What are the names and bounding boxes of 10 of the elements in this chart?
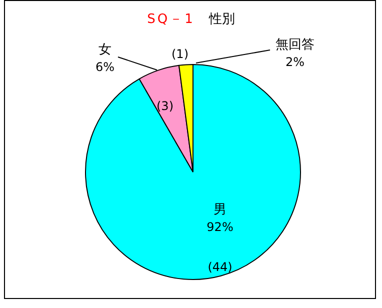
- data-label: (44): [208, 260, 232, 274]
- data-label: (3): [156, 99, 174, 114]
- text: 92%: [206, 220, 234, 234]
- data-label: (1): [172, 47, 188, 62]
- slice-label: 女: [98, 42, 112, 58]
- slice-label: 無回答: [276, 37, 314, 52]
- slice-label: 男: [214, 202, 226, 218]
- text: 6%: [95, 60, 115, 74]
- text: 2%: [285, 55, 305, 70]
- chart-title: SQ－1 性別: [147, 12, 235, 27]
